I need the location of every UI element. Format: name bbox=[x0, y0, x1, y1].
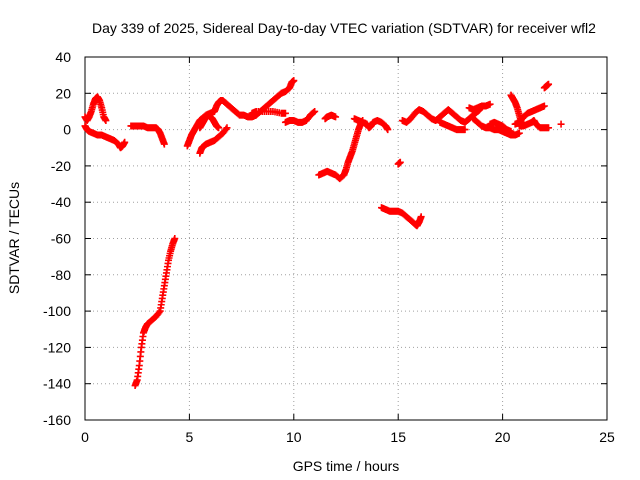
data-point bbox=[160, 285, 168, 293]
data-point bbox=[514, 130, 522, 138]
x-tick-label: 10 bbox=[286, 429, 302, 445]
data-point bbox=[89, 102, 97, 110]
data-point bbox=[544, 81, 552, 89]
data-point bbox=[155, 308, 163, 316]
data-point bbox=[517, 116, 525, 124]
data-point bbox=[310, 108, 318, 116]
y-tick-label: -80 bbox=[51, 267, 71, 283]
data-point bbox=[97, 102, 105, 110]
data-point bbox=[289, 77, 297, 85]
x-tick-label: 15 bbox=[390, 429, 406, 445]
data-point bbox=[383, 125, 391, 133]
data-point bbox=[120, 139, 128, 147]
x-tick-label: 25 bbox=[599, 429, 615, 445]
tick-labels: 0 5 10 15 20 25 40 20 0 -20 -40 -60 -80 -100 -120 -140 -… bbox=[43, 49, 615, 445]
chart-title: Day 339 of 2025, Sidereal Day-to-day VTE… bbox=[92, 20, 596, 36]
data-point bbox=[513, 102, 521, 110]
data-point bbox=[409, 112, 417, 120]
data-point bbox=[354, 127, 362, 135]
data-point bbox=[99, 111, 107, 119]
data-point bbox=[344, 160, 352, 168]
x-tick-label: 0 bbox=[81, 429, 89, 445]
data-point bbox=[280, 109, 288, 117]
data-point bbox=[135, 365, 143, 373]
data-point bbox=[539, 102, 547, 110]
y-tick-label: -40 bbox=[51, 194, 71, 210]
data-point bbox=[154, 310, 162, 318]
data-point bbox=[133, 377, 141, 385]
y-tick-label: -160 bbox=[43, 412, 71, 428]
data-point bbox=[515, 109, 523, 117]
data-point bbox=[506, 127, 514, 135]
x-axis-label: GPS time / hours bbox=[293, 458, 400, 474]
data-point bbox=[396, 159, 404, 167]
data-points bbox=[81, 77, 565, 390]
data-point bbox=[417, 214, 425, 222]
data-point bbox=[485, 101, 493, 109]
data-point bbox=[162, 272, 170, 280]
data-point bbox=[168, 242, 176, 250]
data-point bbox=[460, 126, 468, 134]
y-tick-label: -20 bbox=[51, 158, 71, 174]
y-axis-label: SDTVAR / TECUs bbox=[6, 182, 22, 294]
data-point bbox=[160, 139, 168, 147]
data-point bbox=[557, 120, 565, 128]
y-tick-label: 20 bbox=[55, 85, 71, 101]
x-tick-label: 20 bbox=[495, 429, 511, 445]
data-point bbox=[166, 249, 174, 257]
y-tick-label: -140 bbox=[43, 376, 71, 392]
data-point bbox=[304, 114, 312, 122]
data-point bbox=[158, 298, 166, 306]
data-point bbox=[222, 125, 230, 133]
y-tick-label: -120 bbox=[43, 339, 71, 355]
x-tick-label: 5 bbox=[186, 429, 194, 445]
data-point bbox=[341, 167, 349, 175]
data-point bbox=[543, 124, 551, 132]
data-point bbox=[350, 142, 358, 150]
data-point bbox=[164, 259, 172, 267]
data-point bbox=[352, 135, 360, 143]
data-point bbox=[221, 127, 229, 135]
y-tick-label: -100 bbox=[43, 303, 71, 319]
data-point bbox=[331, 112, 339, 120]
data-point bbox=[309, 109, 317, 117]
data-point bbox=[137, 348, 145, 356]
data-point bbox=[348, 149, 356, 157]
data-point bbox=[87, 109, 95, 117]
y-tick-label: 40 bbox=[55, 49, 71, 65]
data-point bbox=[101, 116, 109, 124]
axis-ticks bbox=[84, 56, 608, 421]
y-tick-label: -60 bbox=[51, 231, 71, 247]
data-point bbox=[214, 123, 222, 131]
data-point bbox=[139, 333, 147, 341]
y-tick-label: 0 bbox=[63, 122, 71, 138]
data-point bbox=[170, 236, 178, 244]
